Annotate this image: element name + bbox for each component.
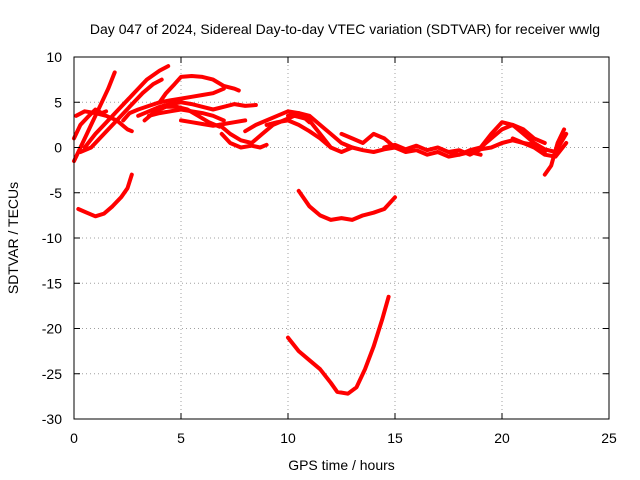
x-tick-label: 10 — [280, 430, 296, 446]
chart-title: Day 047 of 2024, Sidereal Day-to-day VTE… — [90, 21, 600, 37]
y-tick-label: -25 — [42, 366, 62, 382]
y-tick-label: -30 — [42, 411, 62, 427]
x-tick-label: 20 — [494, 430, 510, 446]
x-axis-label: GPS time / hours — [288, 457, 395, 473]
series-arc-1 — [72, 70, 117, 164]
y-tick-label: -5 — [50, 185, 63, 201]
series-arc-9 — [157, 74, 241, 105]
series-arc-6 — [121, 86, 226, 123]
series-arc-22 — [542, 127, 567, 177]
series-arc-5 — [74, 109, 134, 134]
y-tick-label: 10 — [46, 49, 62, 65]
y-axis-label: SDTVAR / TECUs — [5, 182, 21, 294]
series-arc-23 — [76, 172, 134, 219]
series-arc-15 — [264, 118, 355, 154]
x-tick-label: 0 — [70, 430, 78, 446]
series-arc-10 — [142, 104, 222, 129]
series-arc-20 — [478, 120, 569, 154]
y-tick-label: -10 — [42, 230, 62, 246]
series-arc-25 — [286, 294, 391, 396]
series-arc-13 — [219, 131, 269, 150]
series-arc-19 — [446, 122, 547, 157]
series-arc-24 — [296, 188, 397, 222]
series-arc-12 — [217, 113, 312, 145]
series-arc-11 — [179, 118, 248, 128]
y-tick-label: -20 — [42, 321, 62, 337]
x-tick-label: 5 — [177, 430, 185, 446]
series-arc-2 — [78, 77, 164, 154]
series-arc-14 — [243, 109, 333, 150]
series-arc-3 — [82, 64, 171, 150]
axis-ticks: 0 5 10 15 20 25 -30 -25 -20 -15 -10 -5 0 5 10 — [42, 49, 617, 446]
y-tick-label: 0 — [54, 140, 62, 156]
x-tick-label: 25 — [601, 430, 617, 446]
series-arc-21 — [510, 136, 569, 159]
series-arc-16 — [286, 111, 397, 154]
y-tick-label: -15 — [42, 275, 62, 291]
data-series-group — [72, 64, 569, 396]
x-tick-label: 15 — [387, 430, 403, 446]
series-arc-7 — [136, 100, 258, 118]
y-tick-label: 5 — [54, 94, 62, 110]
